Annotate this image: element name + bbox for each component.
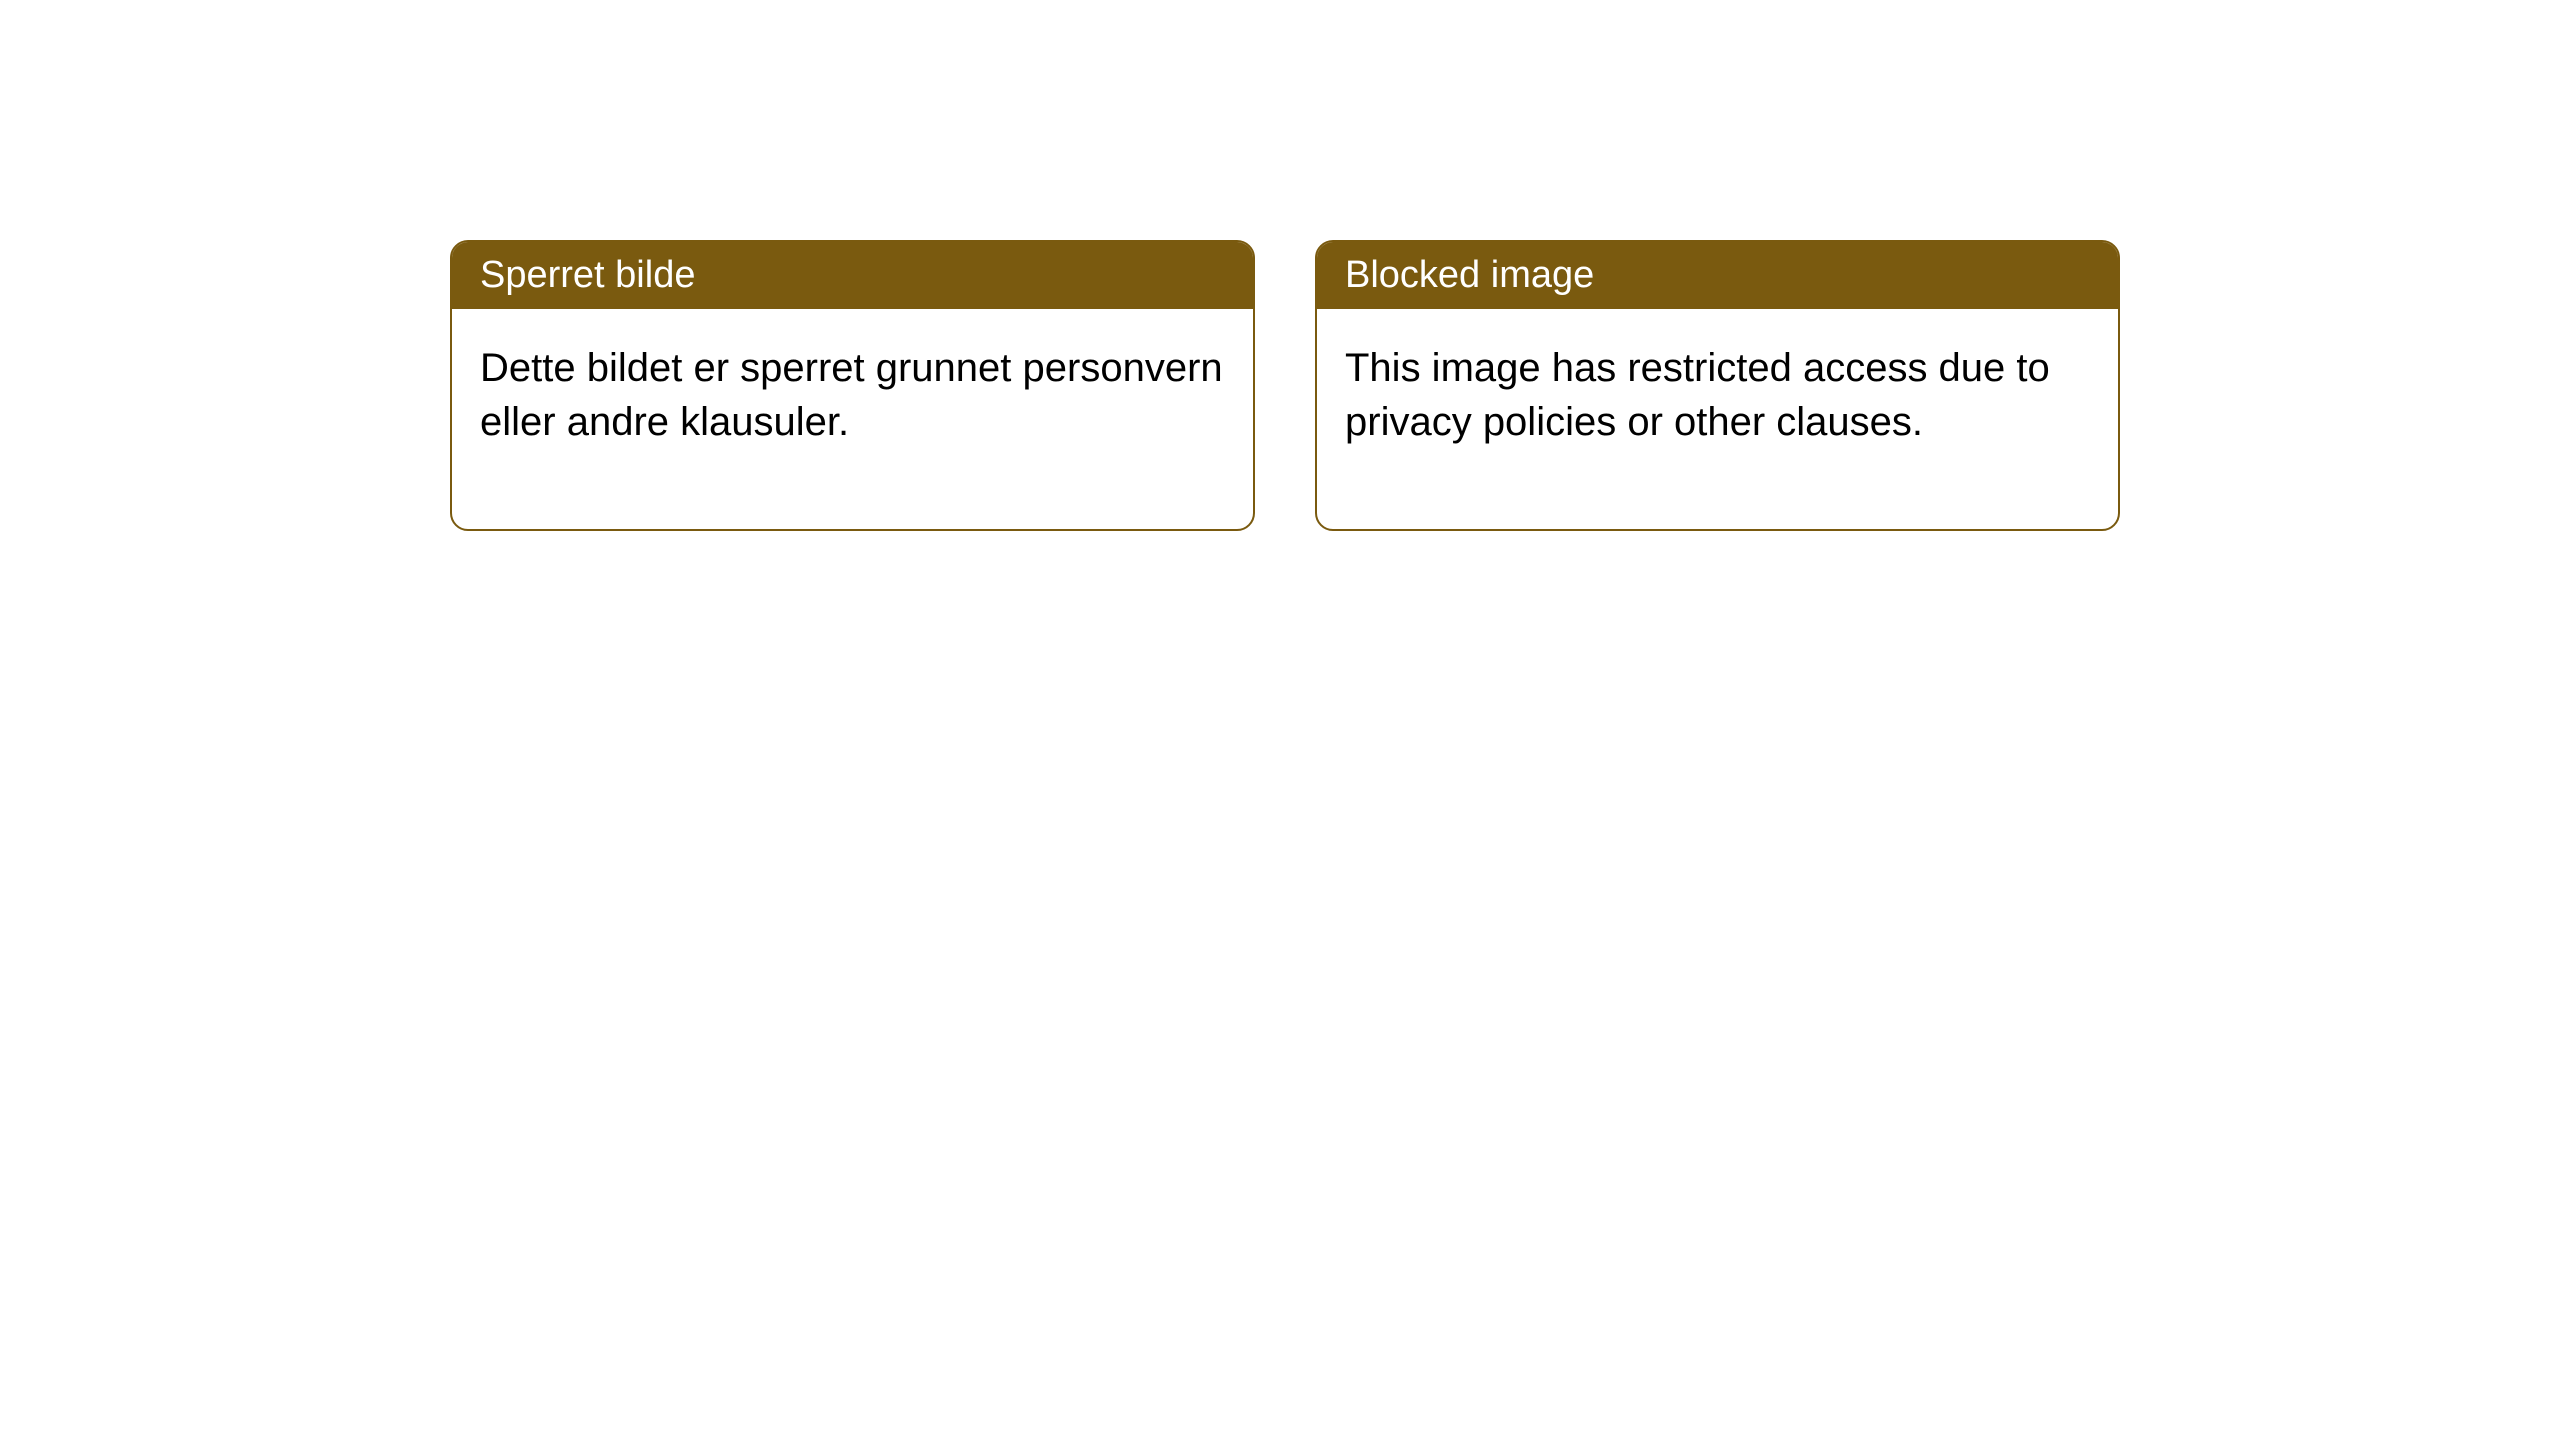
notice-container: Sperret bilde Dette bildet er sperret gr… (0, 0, 2560, 531)
notice-body: Dette bildet er sperret grunnet personve… (452, 309, 1253, 529)
notice-card-english: Blocked image This image has restricted … (1315, 240, 2120, 531)
notice-header: Blocked image (1317, 242, 2118, 309)
notice-body-text: Dette bildet er sperret grunnet personve… (480, 346, 1223, 444)
notice-header: Sperret bilde (452, 242, 1253, 309)
notice-title: Sperret bilde (480, 254, 695, 296)
notice-title: Blocked image (1345, 254, 1594, 296)
notice-card-norwegian: Sperret bilde Dette bildet er sperret gr… (450, 240, 1255, 531)
notice-body-text: This image has restricted access due to … (1345, 346, 2050, 444)
notice-body: This image has restricted access due to … (1317, 309, 2118, 529)
